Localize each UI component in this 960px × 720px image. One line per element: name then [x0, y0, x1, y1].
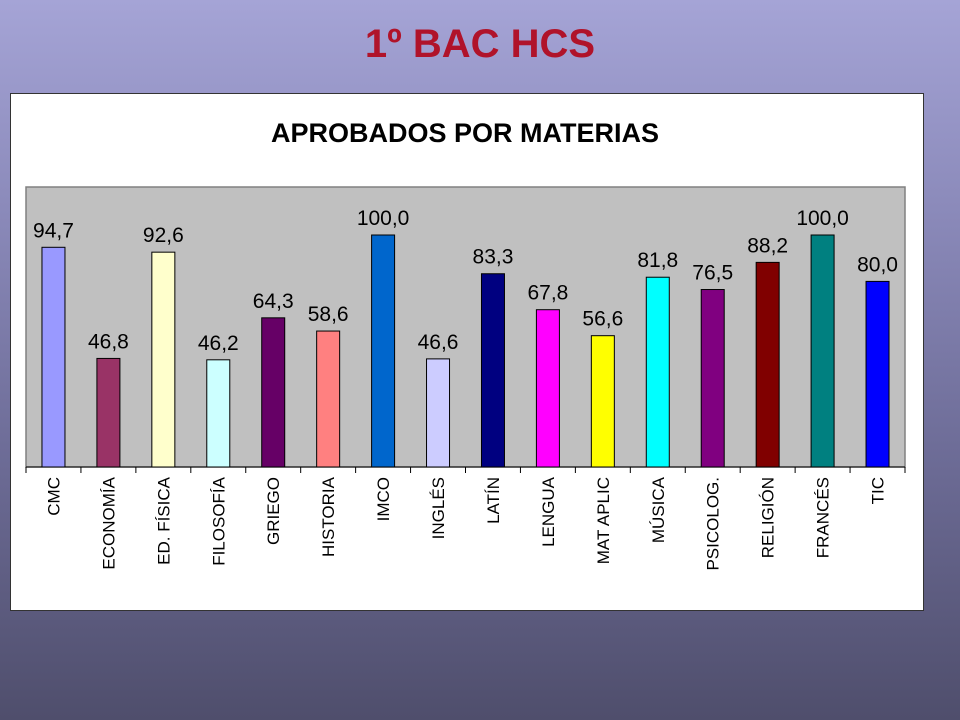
category-label: ECONOMÍA: [99, 476, 118, 569]
data-label: 58,6: [308, 303, 349, 326]
bar-9: [480, 273, 505, 468]
category-label: FILOSOFÍA: [209, 476, 228, 565]
bar-10: [535, 309, 560, 468]
category-label: HISTORIA: [319, 476, 338, 557]
bar-15: [810, 234, 835, 468]
bar-3: [151, 251, 176, 468]
category-label: FRANCÉS: [814, 477, 833, 558]
data-label: 46,8: [88, 330, 129, 353]
category-label: TIC: [869, 477, 888, 504]
chart-title: APROBADOS POR MATERIAS: [270, 118, 660, 148]
data-label: 64,3: [253, 290, 294, 313]
bar-5: [261, 317, 286, 468]
bar-1: [41, 246, 66, 468]
data-label: 81,8: [637, 249, 678, 272]
data-label: 100,0: [796, 207, 849, 230]
category-label: GRIEGO: [264, 477, 283, 545]
category-label: PSICOLOG.: [704, 477, 723, 571]
bar-12: [645, 276, 670, 468]
data-label: 67,8: [527, 282, 568, 305]
bar-6: [316, 330, 341, 468]
category-label: CMC: [44, 477, 63, 516]
bar-16: [865, 280, 890, 468]
slide-title: 1º BAC HCS: [364, 22, 596, 66]
bar-8: [426, 358, 451, 468]
bar-13: [700, 289, 725, 468]
data-label: 56,6: [582, 308, 623, 331]
category-label: RELIGIÓN: [759, 477, 778, 558]
bar-7: [371, 234, 396, 468]
data-label: 46,2: [198, 332, 239, 355]
category-label: MÚSICA: [649, 476, 668, 543]
data-label: 46,6: [418, 331, 459, 354]
data-label: 100,0: [357, 207, 410, 230]
category-label: INGLÉS: [429, 477, 448, 539]
bar-2: [96, 357, 121, 468]
category-label: LATÍN: [484, 477, 503, 524]
data-label: 76,5: [692, 262, 733, 285]
category-label: LENGUA: [539, 476, 558, 547]
data-label: 88,2: [747, 234, 788, 257]
bar-11: [590, 335, 615, 468]
bar-4: [206, 359, 231, 468]
category-label: IMCO: [374, 477, 393, 521]
data-label: 94,7: [33, 219, 74, 242]
data-label: 83,3: [473, 246, 514, 269]
category-label: ED. FÍSICA: [154, 476, 173, 565]
data-label: 80,0: [857, 253, 898, 276]
bar-14: [755, 261, 780, 468]
category-label: MAT APLIC: [594, 477, 613, 564]
data-label: 92,6: [143, 224, 184, 247]
